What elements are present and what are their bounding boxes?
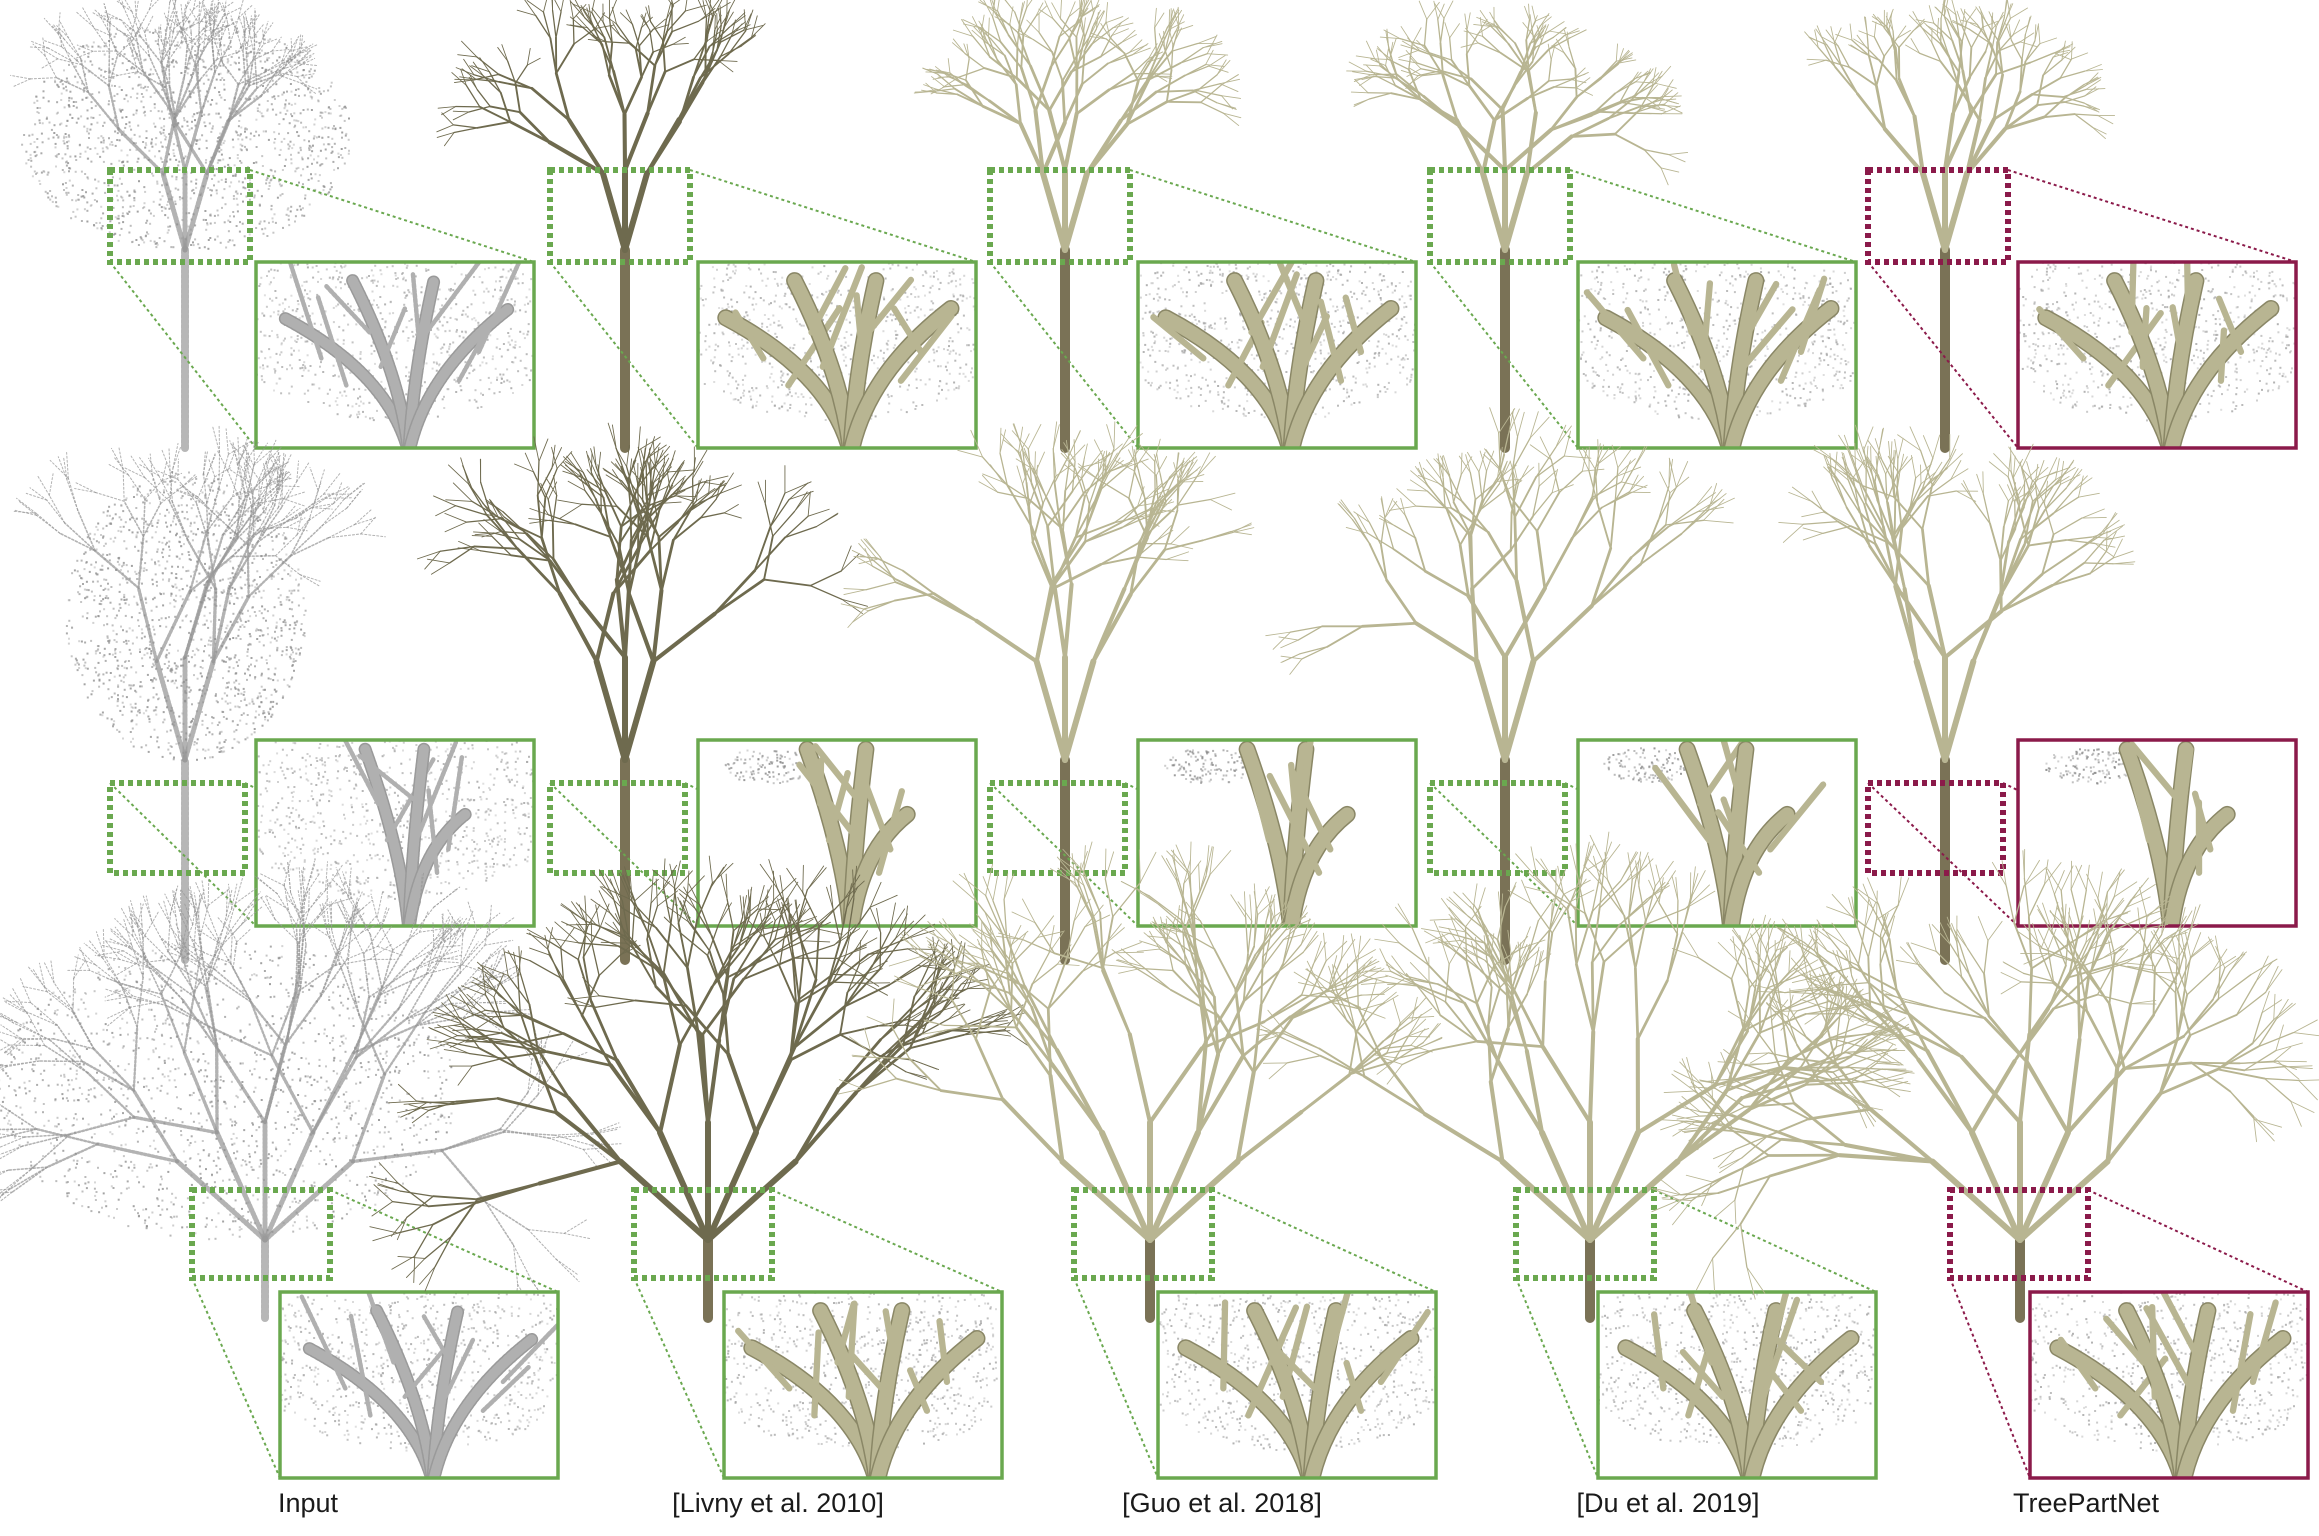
dashed-box-row-3-livny bbox=[631, 1187, 775, 1281]
tree-row-1-livny bbox=[436, 0, 766, 453]
connector-line-b bbox=[1867, 261, 2019, 449]
dashed-box-row-2-guo bbox=[987, 780, 1128, 876]
tree-row-1-treepartnet bbox=[1804, 0, 2116, 453]
caption-guo: [Guo et al. 2018] bbox=[1122, 1488, 1322, 1519]
connector-line-a bbox=[1867, 782, 2019, 927]
zoom-inset-row-2-du bbox=[1576, 738, 1858, 928]
connector-line-b bbox=[989, 261, 1139, 449]
zoom-inset-row-2-input bbox=[254, 738, 536, 928]
connector-line-a bbox=[689, 169, 977, 263]
connector-line-a bbox=[1211, 1189, 1437, 1293]
tree-row-3-du bbox=[1256, 831, 1916, 1323]
connector-line-b bbox=[549, 261, 699, 449]
connector-line-a bbox=[771, 1189, 1003, 1293]
zoom-inset-row-3-input bbox=[278, 1290, 560, 1480]
dashed-box-row-1-guo bbox=[987, 167, 1133, 265]
connector-line-a bbox=[2087, 1189, 2309, 1293]
connector-line-a bbox=[1653, 1189, 1877, 1293]
dashed-box-row-1-treepartnet bbox=[1865, 167, 2011, 265]
caption-livny: [Livny et al. 2010] bbox=[672, 1488, 884, 1519]
zoom-inset-row-3-treepartnet bbox=[2028, 1290, 2310, 1480]
connector-line-a bbox=[989, 782, 1139, 927]
tree-row-1-du bbox=[1346, 0, 1689, 453]
caption-treepartnet: TreePartNet bbox=[2013, 1488, 2159, 1519]
zoom-inset-row-1-input bbox=[254, 260, 536, 450]
caption-input: Input bbox=[278, 1488, 338, 1519]
zoom-inset-row-1-treepartnet bbox=[2016, 260, 2298, 450]
tree-row-2-input bbox=[12, 425, 386, 964]
dashed-box-row-2-input bbox=[107, 780, 248, 876]
zoom-inset-row-3-guo bbox=[1156, 1290, 1438, 1480]
zoom-inset-row-3-livny bbox=[722, 1290, 1004, 1480]
connector-line-b bbox=[191, 1277, 281, 1479]
dashed-box-row-3-guo bbox=[1071, 1187, 1215, 1281]
tree-row-1-guo bbox=[913, 0, 1242, 453]
tree-row-2-du bbox=[1265, 407, 1735, 965]
zoom-inset-row-1-livny bbox=[696, 260, 978, 450]
dashed-box-row-1-du bbox=[1427, 167, 1573, 265]
zoom-inset-row-1-du bbox=[1576, 260, 1858, 450]
dashed-box-row-2-du bbox=[1427, 780, 1568, 876]
tree-row-2-livny bbox=[416, 422, 868, 965]
zoom-inset-row-2-guo bbox=[1136, 738, 1418, 928]
connector-line-a bbox=[1429, 782, 1579, 927]
zoom-inset-row-3-du bbox=[1596, 1290, 1878, 1480]
dashed-box-row-3-input bbox=[189, 1187, 333, 1281]
connector-line-b bbox=[1429, 261, 1579, 449]
dashed-box-row-2-treepartnet bbox=[1865, 780, 2006, 876]
tree-row-2-guo bbox=[840, 421, 1255, 965]
connector-line-a bbox=[1129, 169, 1417, 263]
dashed-box-row-2-livny bbox=[547, 780, 688, 876]
connector-line-a bbox=[2007, 169, 2297, 263]
zoom-inset-row-1-guo bbox=[1136, 260, 1418, 450]
connector-line-b bbox=[1515, 1277, 1599, 1479]
connector-line-a bbox=[549, 782, 699, 927]
dashed-box-row-3-du bbox=[1513, 1187, 1657, 1281]
tree-row-1-input bbox=[10, 0, 350, 452]
connector-line-a bbox=[249, 169, 535, 263]
tree-row-2-treepartnet bbox=[1778, 424, 2136, 965]
dashed-box-row-3-treepartnet bbox=[1947, 1187, 2091, 1281]
tree-row-3-treepartnet bbox=[1651, 848, 2319, 1323]
connector-line-b bbox=[633, 1277, 725, 1479]
tree-row-3-livny bbox=[369, 855, 1029, 1323]
caption-du: [Du et al. 2019] bbox=[1576, 1488, 1759, 1519]
tree-row-3-guo bbox=[837, 841, 1443, 1323]
connector-line-a bbox=[1569, 169, 1857, 263]
connector-line-b bbox=[1073, 1277, 1159, 1479]
zoom-inset-row-2-treepartnet bbox=[2016, 738, 2298, 928]
zoom-inset-row-2-livny bbox=[696, 738, 978, 928]
connector-line-a bbox=[109, 782, 257, 927]
dashed-box-row-1-input bbox=[107, 167, 253, 265]
tree-row-3-input bbox=[0, 858, 622, 1322]
dashed-box-row-1-livny bbox=[547, 167, 693, 265]
